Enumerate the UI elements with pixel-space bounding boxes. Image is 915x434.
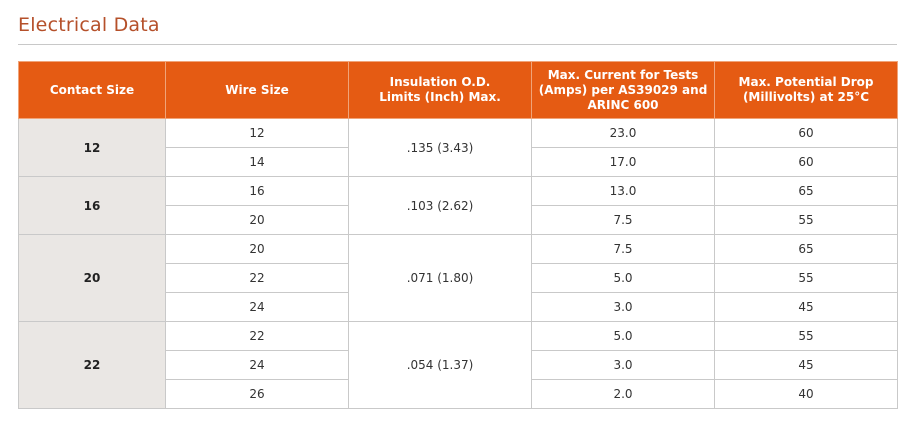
contact-size-cell: 12 xyxy=(18,118,166,177)
wire-size-cell: 22 xyxy=(165,321,349,351)
table-row: 20 7.5 55 xyxy=(19,205,898,235)
max-current-cell: 23.0 xyxy=(531,118,715,148)
header-contact-size: Contact Size xyxy=(18,61,166,119)
table-row: 12 12 .135 (3.43) 23.0 60 xyxy=(18,118,898,177)
electrical-data-table: Contact Size Wire Size Insulation O.D. L… xyxy=(18,61,898,409)
contact-size-cell: 22 xyxy=(18,321,166,409)
header-max-current: Max. Current for Tests (Amps) per AS3902… xyxy=(531,61,715,119)
potential-drop-cell: 65 xyxy=(714,176,898,206)
max-current-cell: 7.5 xyxy=(531,205,715,235)
max-current-cell: 5.0 xyxy=(531,321,715,351)
max-current-cell: 13.0 xyxy=(531,176,715,206)
wire-size-cell: 26 xyxy=(165,379,349,409)
potential-drop-cell: 45 xyxy=(714,292,898,322)
max-current-cell: 17.0 xyxy=(531,147,715,177)
wire-size-cell: 24 xyxy=(165,350,349,380)
contact-size-cell: 20 xyxy=(18,234,166,322)
header-wire-size: Wire Size xyxy=(165,61,349,119)
max-current-cell: 5.0 xyxy=(531,263,715,293)
insulation-od-cell: .054 (1.37) xyxy=(348,321,532,409)
table-row: 14 17.0 60 xyxy=(19,147,898,177)
table-row: 22 22 .054 (1.37) 5.0 55 xyxy=(18,321,898,409)
table-row: 22 5.0 55 xyxy=(19,263,898,293)
potential-drop-cell: 60 xyxy=(714,118,898,148)
table-row: 16 16 .103 (2.62) 13.0 65 xyxy=(18,176,898,235)
max-current-cell: 3.0 xyxy=(531,350,715,380)
wire-size-cell: 16 xyxy=(165,176,349,206)
potential-drop-cell: 45 xyxy=(714,350,898,380)
max-current-cell: 2.0 xyxy=(531,379,715,409)
wire-size-cell: 20 xyxy=(165,205,349,235)
wire-size-cell: 24 xyxy=(165,292,349,322)
insulation-od-cell: .071 (1.80) xyxy=(348,234,532,322)
wire-size-cell: 14 xyxy=(165,147,349,177)
insulation-od-cell: .135 (3.43) xyxy=(348,118,532,177)
page-title: Electrical Data xyxy=(18,14,160,36)
header-max-potential-drop: Max. Potential Drop (Millivolts) at 25°C xyxy=(714,61,898,119)
title-divider xyxy=(18,44,897,45)
header-row: Contact Size Wire Size Insulation O.D. L… xyxy=(18,61,898,119)
table-row: 24 3.0 45 xyxy=(19,350,898,380)
potential-drop-cell: 55 xyxy=(714,263,898,293)
potential-drop-cell: 40 xyxy=(714,379,898,409)
potential-drop-cell: 55 xyxy=(714,321,898,351)
table-row: 26 2.0 40 xyxy=(19,379,898,409)
header-insulation-od: Insulation O.D. Limits (Inch) Max. xyxy=(348,61,532,119)
insulation-od-cell: .103 (2.62) xyxy=(348,176,532,235)
potential-drop-cell: 55 xyxy=(714,205,898,235)
table-row: 20 20 .071 (1.80) 7.5 65 xyxy=(18,234,898,322)
wire-size-cell: 22 xyxy=(165,263,349,293)
potential-drop-cell: 60 xyxy=(714,147,898,177)
potential-drop-cell: 65 xyxy=(714,234,898,264)
contact-size-cell: 16 xyxy=(18,176,166,235)
max-current-cell: 7.5 xyxy=(531,234,715,264)
wire-size-cell: 12 xyxy=(165,118,349,148)
wire-size-cell: 20 xyxy=(165,234,349,264)
max-current-cell: 3.0 xyxy=(531,292,715,322)
table-row: 24 3.0 45 xyxy=(19,292,898,322)
